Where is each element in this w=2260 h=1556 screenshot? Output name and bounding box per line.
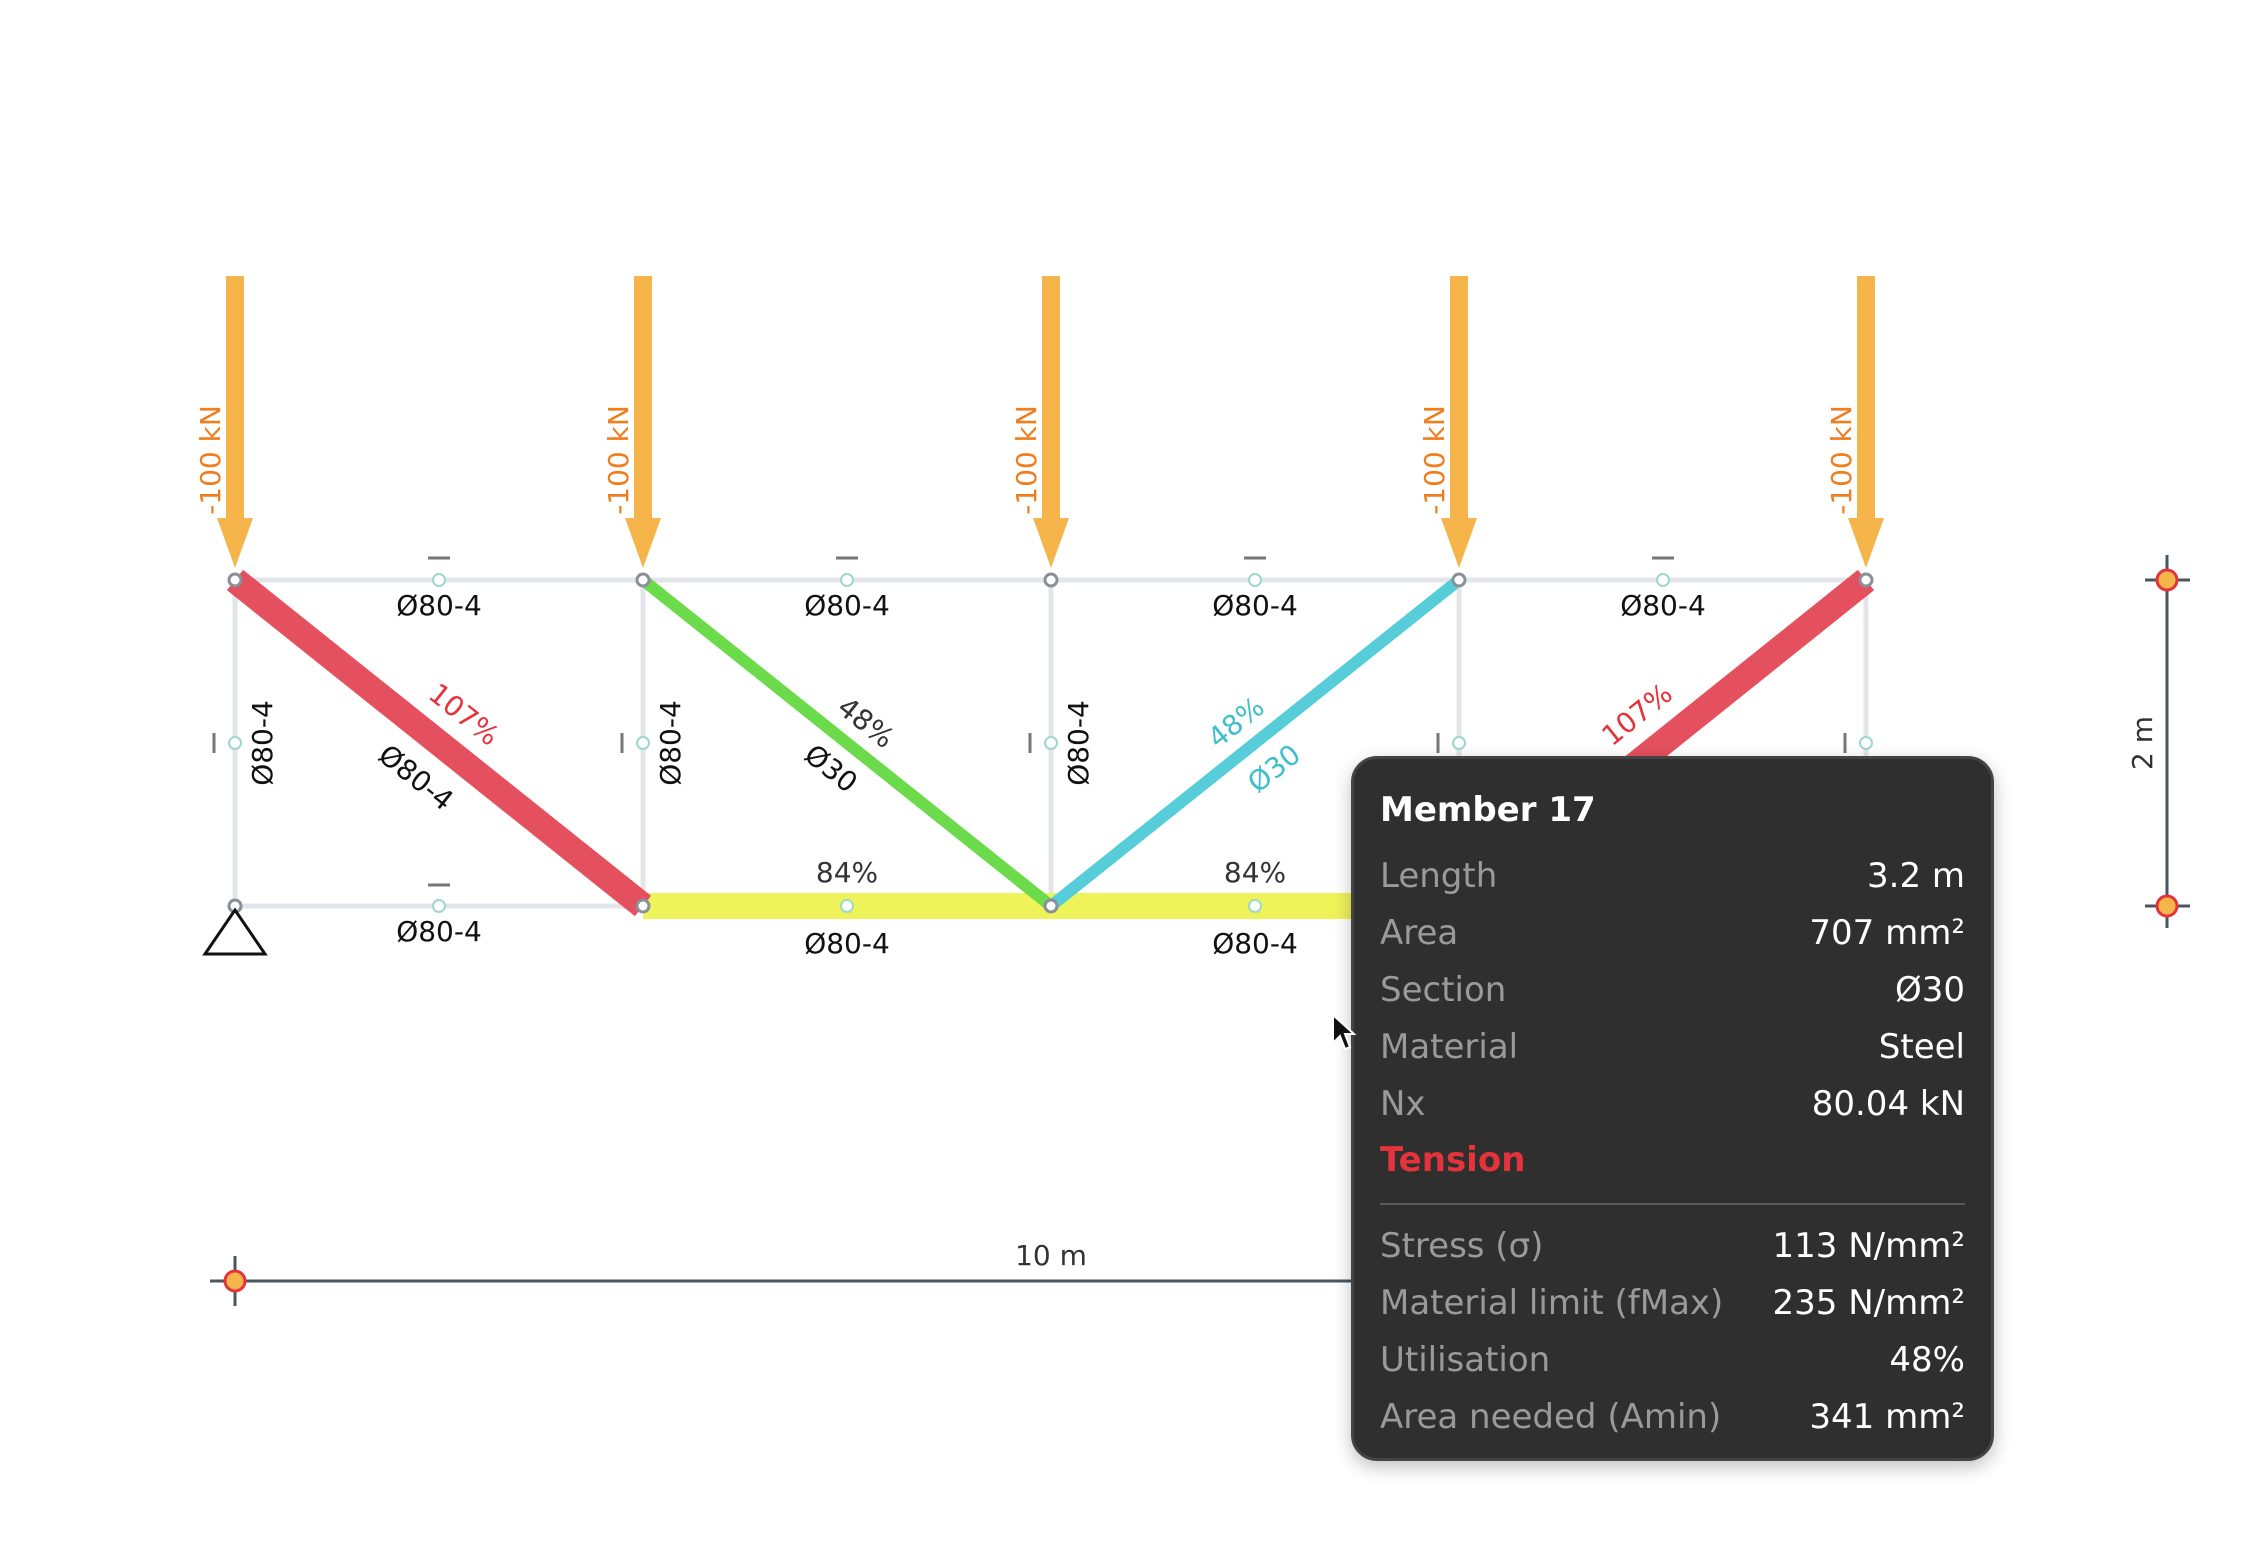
member-section-label: Ø80-4 xyxy=(1620,589,1706,622)
tooltip-row-nx: Nx 80.04 kN xyxy=(1380,1075,1965,1132)
pin-support-icon[interactable] xyxy=(202,907,268,956)
tooltip-row-section: Section Ø30 xyxy=(1380,961,1965,1018)
tooltip-row-area: Area 707 mm² xyxy=(1380,904,1965,961)
tooltip-row-stress: Stress (σ) 113 N/mm² xyxy=(1380,1217,1965,1274)
tooltip-label: Nx xyxy=(1380,1083,1426,1124)
tooltip-value: 3.2 m xyxy=(1867,855,1965,896)
node-icon[interactable] xyxy=(227,572,243,588)
node-icon[interactable] xyxy=(1043,898,1059,914)
tooltip-value: Ø30 xyxy=(1894,969,1965,1010)
member-dash-marks xyxy=(212,556,1847,887)
tooltip-row-length: Length 3.2 m xyxy=(1380,847,1965,904)
node-icon[interactable] xyxy=(1043,572,1059,588)
arrow-load-icon[interactable] xyxy=(1441,276,1477,568)
truss-nodes xyxy=(227,572,1874,914)
member-utilisation-label: 84% xyxy=(816,856,878,889)
diagonal-member-cyan[interactable] xyxy=(1047,575,1463,911)
tooltip-row-utilisation: Utilisation 48% xyxy=(1380,1331,1965,1388)
tooltip-value: 48% xyxy=(1889,1339,1965,1380)
member-section-label: Ø80-4 xyxy=(396,589,482,622)
tooltip-value: 707 mm² xyxy=(1809,912,1965,953)
tooltip-label: Stress (σ) xyxy=(1380,1225,1544,1266)
member-section-label: Ø80-4 xyxy=(246,700,279,786)
member-section-label: Ø80-4 xyxy=(1212,927,1298,960)
tooltip-label: Length xyxy=(1380,855,1498,896)
arrow-load-icon[interactable] xyxy=(1033,276,1069,568)
arrow-load-icon[interactable] xyxy=(217,276,253,568)
tooltip-value: 113 N/mm² xyxy=(1772,1225,1965,1266)
member-section-label: Ø80-4 xyxy=(1212,589,1298,622)
diagonal-member-left-overstressed[interactable] xyxy=(226,569,652,917)
tooltip-divider xyxy=(1380,1203,1965,1205)
tooltip-label: Utilisation xyxy=(1380,1339,1551,1380)
member-section-label: Ø80-4 xyxy=(804,927,890,960)
tooltip-row-material-limit: Material limit (fMax) 235 N/mm² xyxy=(1380,1274,1965,1331)
span-dimension-label: 10 m xyxy=(1015,1239,1087,1272)
tooltip-value: Steel xyxy=(1878,1026,1965,1067)
arrow-load-icon[interactable] xyxy=(625,276,661,568)
arrow-load-icon[interactable] xyxy=(1848,276,1884,568)
dimension-handle-icon[interactable] xyxy=(2145,894,2190,918)
load-label: -100 kN xyxy=(1010,405,1043,515)
tooltip-label: Material xyxy=(1380,1026,1519,1067)
member-section-label: Ø80-4 xyxy=(1062,700,1095,786)
height-dimension-label: 2 m xyxy=(2126,716,2159,770)
tooltip-value: 235 N/mm² xyxy=(1772,1282,1965,1323)
force-status-label: Tension xyxy=(1380,1140,1526,1180)
member-info-tooltip: Member 17 Length 3.2 m Area 707 mm² Sect… xyxy=(1351,756,1994,1461)
tooltip-title: Member 17 xyxy=(1380,790,1596,830)
tooltip-label: Material limit (fMax) xyxy=(1380,1282,1724,1323)
tooltip-label: Area xyxy=(1380,912,1459,953)
load-label: -100 kN xyxy=(602,405,635,515)
node-icon[interactable] xyxy=(635,572,651,588)
load-label: -100 kN xyxy=(1418,405,1451,515)
node-icon[interactable] xyxy=(1451,572,1467,588)
diagonal-member-green[interactable] xyxy=(639,575,1055,911)
node-icon[interactable] xyxy=(635,898,651,914)
member-midpoint-markers xyxy=(228,573,1873,913)
dimension-handle-icon[interactable] xyxy=(2145,568,2190,592)
tooltip-label: Section xyxy=(1380,969,1507,1010)
member-section-label: Ø80-4 xyxy=(804,589,890,622)
dimension-handle-icon[interactable] xyxy=(210,1256,260,1306)
tooltip-label: Area needed (Amin) xyxy=(1380,1396,1722,1437)
tooltip-value: 80.04 kN xyxy=(1811,1083,1965,1124)
tooltip-value: 341 mm² xyxy=(1809,1396,1965,1437)
tooltip-row-area-needed: Area needed (Amin) 341 mm² xyxy=(1380,1388,1965,1445)
load-arrows xyxy=(217,276,1884,568)
member-utilisation-label: 84% xyxy=(1224,856,1286,889)
node-icon[interactable] xyxy=(1858,572,1874,588)
member-section-label: Ø80-4 xyxy=(654,700,687,786)
tooltip-row-material: Material Steel xyxy=(1380,1018,1965,1075)
member-section-label: Ø80-4 xyxy=(396,915,482,948)
load-label: -100 kN xyxy=(194,405,227,515)
load-label: -100 kN xyxy=(1825,405,1858,515)
mouse-pointer-icon xyxy=(1332,1013,1357,1051)
